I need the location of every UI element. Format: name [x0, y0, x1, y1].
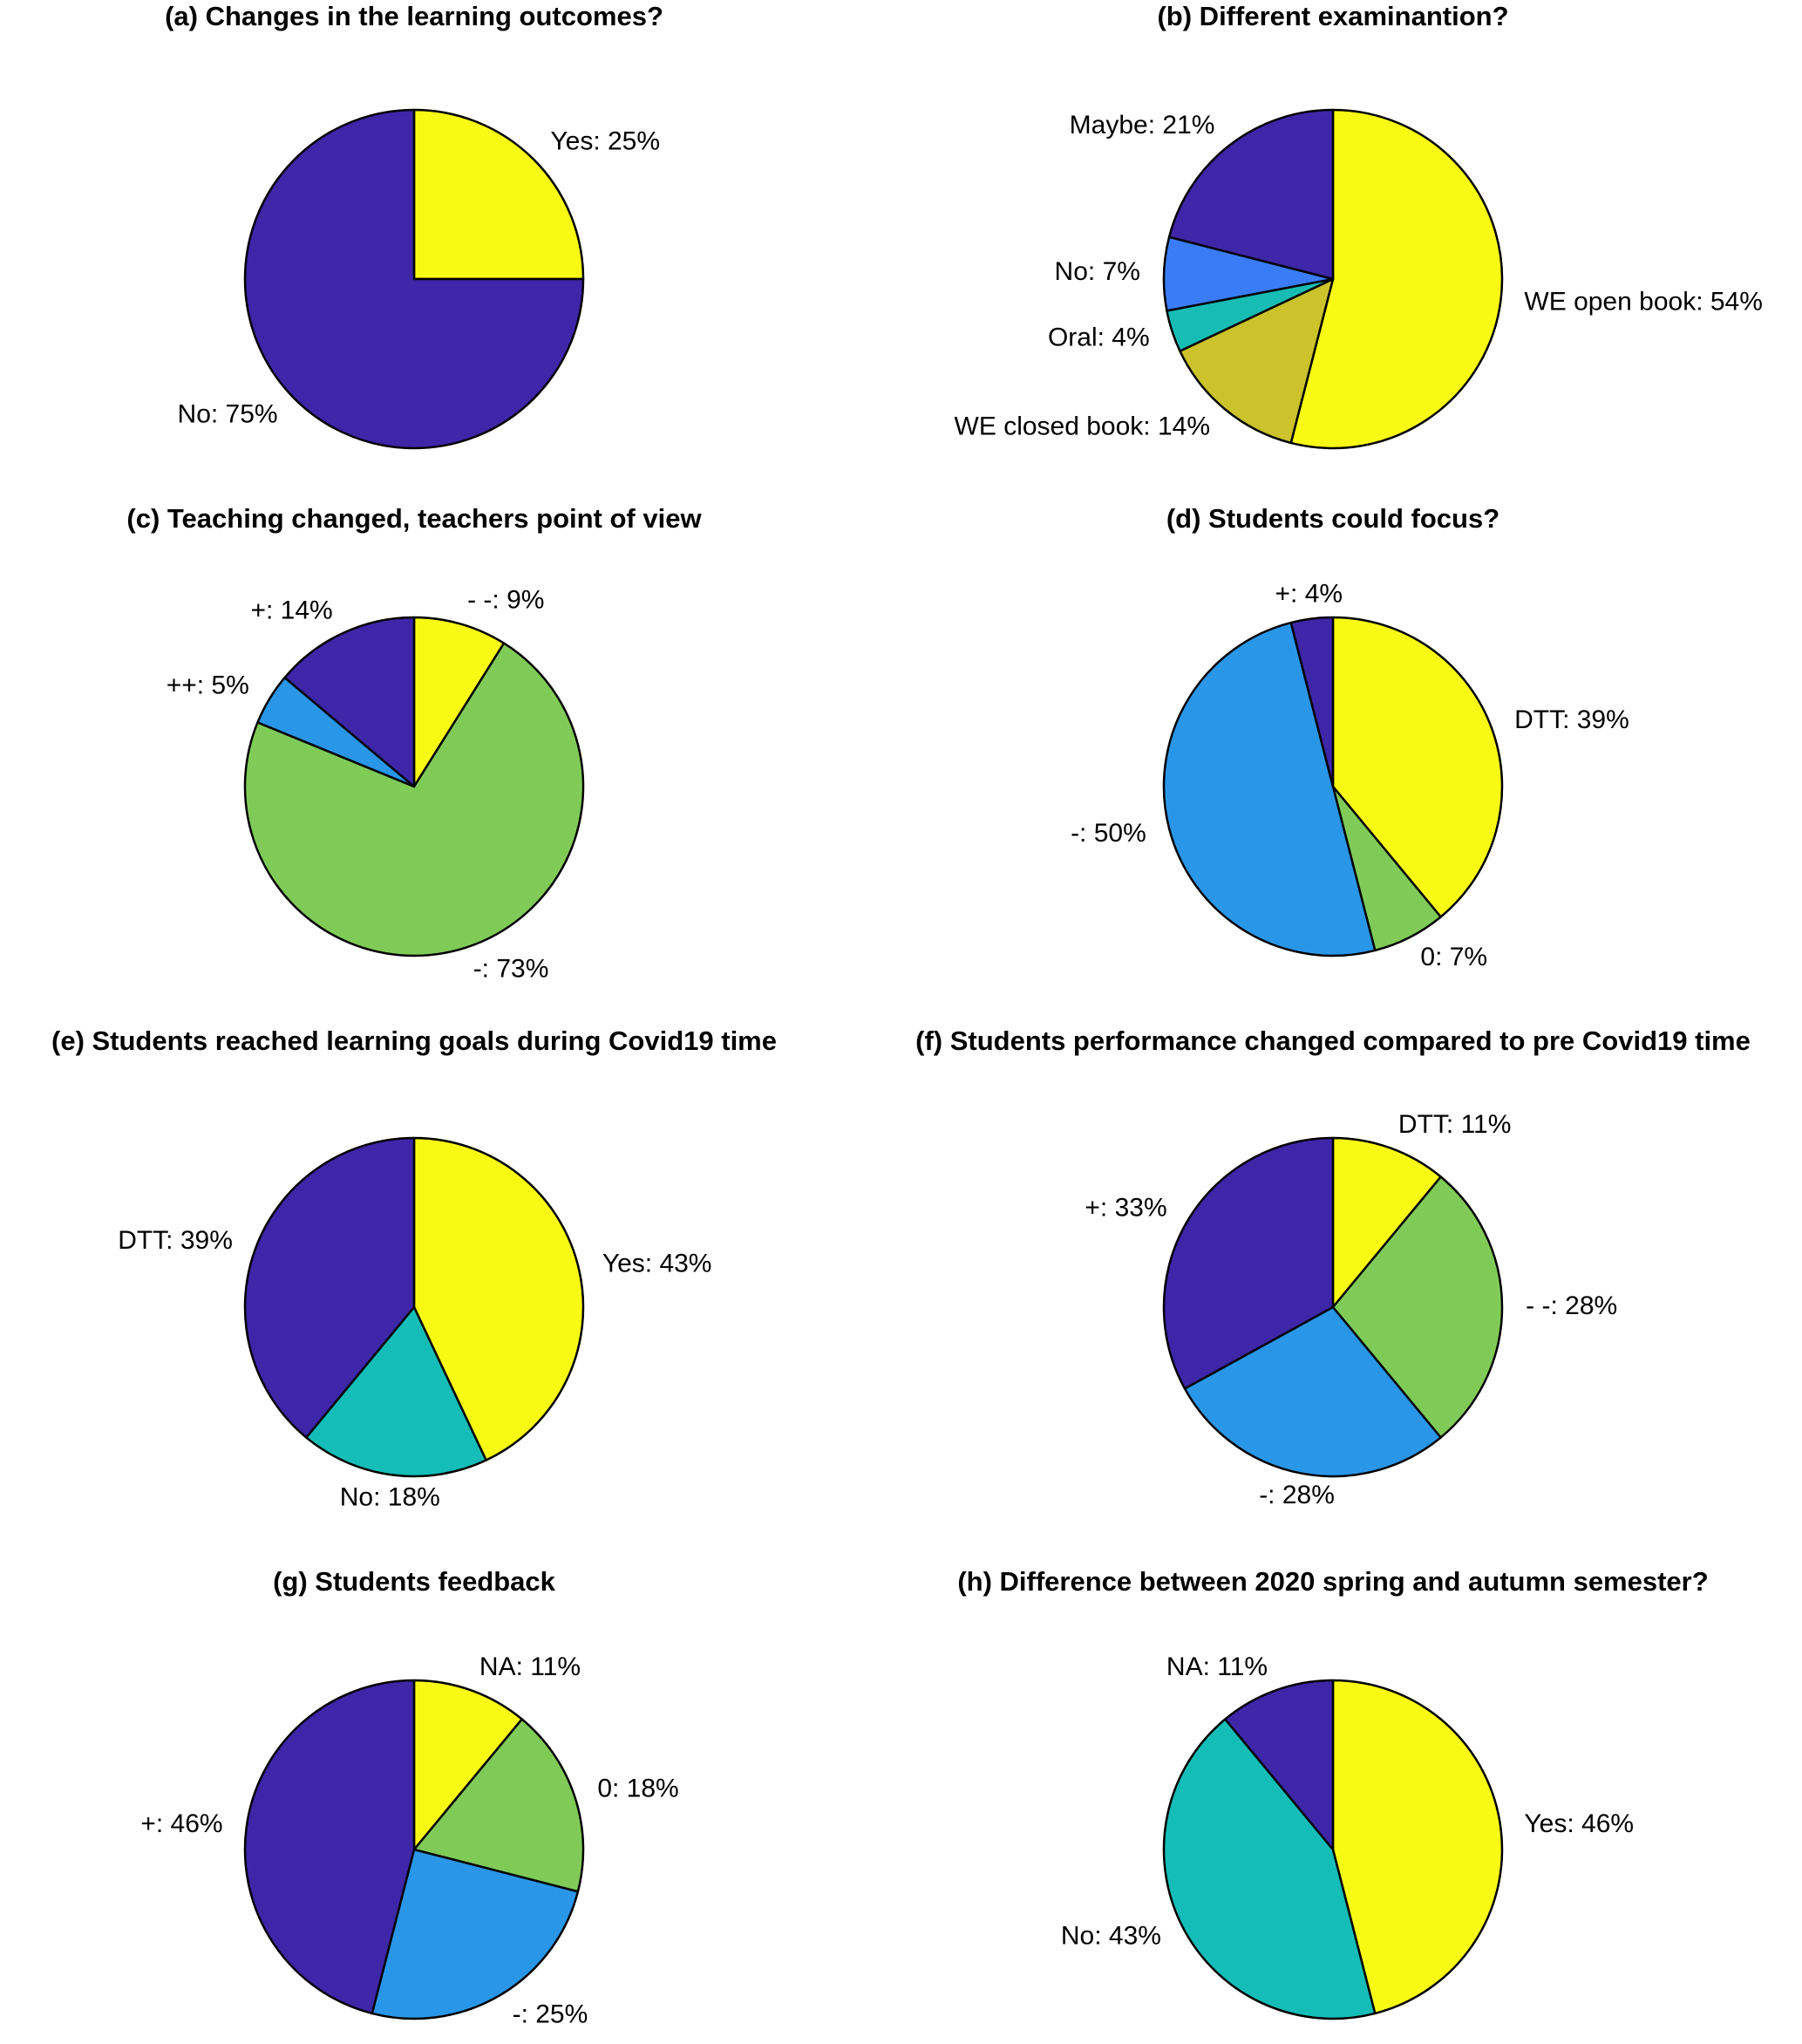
pie-slice — [1331, 1136, 1442, 1309]
pie-slice — [412, 616, 506, 788]
slice-label: +: 46% — [140, 1809, 222, 1838]
slice-label: Oral: 4% — [1048, 323, 1150, 351]
slice-label: +: 14% — [250, 596, 332, 624]
chart-title: (c) Teaching changed, teachers point of … — [126, 503, 702, 534]
pie-slice — [1162, 1718, 1377, 2020]
pie-slice — [1289, 616, 1335, 788]
pie-chart-f: (f) Students performance changed compare… — [915, 1025, 1751, 1509]
slice-label: WE closed book: 14% — [955, 412, 1210, 440]
pie-slice — [243, 1136, 416, 1439]
pie-chart-d: (d) Students could focus? DTT: 39% 0: 7% -:… — [1071, 503, 1629, 971]
pie-chart-b: (b) Different examinantion? WE open book:… — [955, 1, 1763, 450]
slice-label: WE open book: 54% — [1524, 288, 1763, 317]
slice-label: DTT: 11% — [1398, 1110, 1511, 1139]
pie-slice — [1179, 277, 1335, 445]
chart-title: (h) Difference between 2020 spring and a… — [957, 1566, 1708, 1597]
pie-slice — [1289, 108, 1504, 450]
slice-label: No: 7% — [1055, 257, 1140, 286]
pie-slice — [412, 1136, 585, 1461]
slice-label: +: 4% — [1275, 580, 1343, 609]
slice-label: 0: 18% — [597, 1775, 678, 1803]
slice-label: -: 50% — [1071, 819, 1146, 848]
slice-label: +: 33% — [1085, 1193, 1166, 1222]
slice-label: ++: 5% — [167, 671, 249, 699]
pie-slice — [1183, 1305, 1442, 1478]
pie-slice — [243, 108, 585, 450]
pie-slice — [1162, 621, 1377, 957]
slice-label: No: 43% — [1061, 1921, 1161, 1950]
pie-slice — [1167, 108, 1335, 281]
pie-slice — [305, 1305, 487, 1478]
slice-label: DTT: 39% — [1514, 705, 1629, 734]
pie-chart-g: (g) Students feedback NA: 11% 0: 18% -: 25%… — [140, 1566, 678, 2028]
slice-label: DTT: 39% — [118, 1226, 233, 1255]
slice-label: - -: 28% — [1526, 1291, 1617, 1320]
pie-chart-e: (e) Students reached learning goals duri… — [51, 1025, 777, 1511]
slice-label: -: 28% — [1259, 1481, 1335, 1509]
slice-label: Maybe: 21% — [1070, 111, 1215, 140]
slice-label: Yes: 46% — [1524, 1809, 1634, 1838]
chart-title: (a) Changes in the learning outcomes? — [165, 1, 663, 31]
pie-slice — [412, 108, 585, 281]
pie-slice — [243, 642, 585, 957]
slice-label: No: 18% — [340, 1482, 440, 1511]
slice-label: -: 73% — [473, 954, 549, 983]
pie-slice — [1331, 1175, 1504, 1439]
pie-slice — [1224, 1679, 1335, 1851]
slice-label: Yes: 43% — [602, 1250, 712, 1278]
pie-chart-a: (a) Changes in the learning outcomes? Yes… — [165, 1, 663, 450]
chart-title: (f) Students performance changed compare… — [915, 1025, 1751, 1056]
chart-title: (b) Different examinantion? — [1157, 1, 1508, 31]
pie-slice — [1331, 1679, 1504, 2015]
pie-slice — [1162, 1136, 1335, 1390]
slice-label: Yes: 25% — [550, 127, 660, 156]
chart-title: (e) Students reached learning goals duri… — [51, 1025, 777, 1056]
pie-chart-h: (h) Difference between 2020 spring and a… — [957, 1566, 1709, 2020]
pie-slice — [412, 1718, 585, 1893]
slice-label: 0: 7% — [1420, 943, 1487, 971]
slice-label: - -: 9% — [467, 585, 544, 614]
pie-slice — [1331, 616, 1504, 918]
chart-title: (d) Students could focus? — [1166, 503, 1499, 534]
slice-label: -: 25% — [513, 2000, 588, 2028]
pie-slice — [371, 1848, 580, 2020]
pie-slice — [412, 1679, 523, 1851]
chart-title: (g) Students feedback — [273, 1566, 556, 1597]
pie-slice — [243, 1679, 416, 2015]
slice-label: No: 75% — [178, 399, 278, 428]
pie-slice — [283, 616, 416, 788]
slice-label: NA: 11% — [1166, 1652, 1268, 1681]
slice-label: NA: 11% — [479, 1652, 581, 1681]
pie-chart-c: (c) Teaching changed, teachers point of … — [126, 503, 702, 983]
